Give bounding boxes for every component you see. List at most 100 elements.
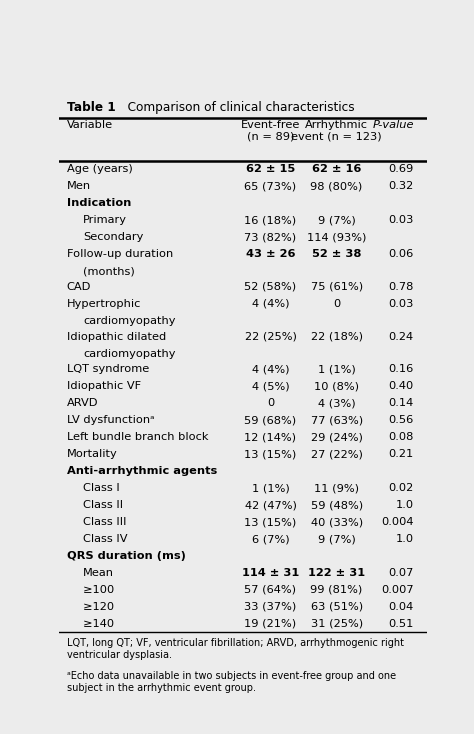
Text: LQT, long QT; VF, ventricular fibrillation; ARVD, arrhythmogenic right
ventricul: LQT, long QT; VF, ventricular fibrillati… <box>66 639 403 660</box>
Text: 73 (82%): 73 (82%) <box>245 232 297 242</box>
Text: Anti-arrhythmic agents: Anti-arrhythmic agents <box>66 466 217 476</box>
Text: 1.0: 1.0 <box>396 534 414 544</box>
Text: LQT syndrome: LQT syndrome <box>66 365 149 374</box>
Text: Event-free
(n = 89): Event-free (n = 89) <box>241 120 300 142</box>
Text: 4 (4%): 4 (4%) <box>252 299 289 309</box>
Text: 12 (14%): 12 (14%) <box>245 432 296 443</box>
Text: 1 (1%): 1 (1%) <box>252 483 289 493</box>
Text: 9 (7%): 9 (7%) <box>318 215 356 225</box>
Text: 63 (51%): 63 (51%) <box>310 602 363 612</box>
Text: Class IV: Class IV <box>83 534 128 544</box>
Text: 0.004: 0.004 <box>381 517 414 527</box>
Text: 114 (93%): 114 (93%) <box>307 232 366 242</box>
Text: Arrhythmic
event (n = 123): Arrhythmic event (n = 123) <box>292 120 382 142</box>
Text: 29 (24%): 29 (24%) <box>310 432 363 443</box>
Text: 0.03: 0.03 <box>388 215 414 225</box>
Text: P-value: P-value <box>372 120 414 131</box>
Text: 52 (58%): 52 (58%) <box>245 282 297 292</box>
Text: Hypertrophic: Hypertrophic <box>66 299 141 309</box>
Text: 13 (15%): 13 (15%) <box>245 449 297 459</box>
Text: 57 (64%): 57 (64%) <box>245 585 296 595</box>
Text: CAD: CAD <box>66 282 91 292</box>
Text: 42 (47%): 42 (47%) <box>245 500 296 510</box>
Text: 0.21: 0.21 <box>389 449 414 459</box>
Text: 13 (15%): 13 (15%) <box>245 517 297 527</box>
Text: 0.03: 0.03 <box>388 299 414 309</box>
Text: Age (years): Age (years) <box>66 164 132 175</box>
Text: 10 (8%): 10 (8%) <box>314 382 359 391</box>
Text: 6 (7%): 6 (7%) <box>252 534 289 544</box>
Text: cardiomyopathy: cardiomyopathy <box>83 349 176 359</box>
Text: ≥10⁢0: ≥10⁢0 <box>83 585 114 595</box>
Text: 22 (18%): 22 (18%) <box>310 332 363 341</box>
Text: 0.51: 0.51 <box>388 619 414 629</box>
Text: 0.69: 0.69 <box>389 164 414 175</box>
Text: Primary: Primary <box>83 215 127 225</box>
Text: Idiopathic VF: Idiopathic VF <box>66 382 141 391</box>
Text: 40 (33%): 40 (33%) <box>310 517 363 527</box>
Text: 16 (18%): 16 (18%) <box>245 215 297 225</box>
Text: 0: 0 <box>333 299 340 309</box>
Text: 59 (48%): 59 (48%) <box>310 500 363 510</box>
Text: Left bundle branch block: Left bundle branch block <box>66 432 208 443</box>
Text: 62 ± 16: 62 ± 16 <box>312 164 361 175</box>
Text: 0.24: 0.24 <box>389 332 414 341</box>
Text: Indication: Indication <box>66 198 131 208</box>
Text: ARVD: ARVD <box>66 399 98 408</box>
Text: 4 (3%): 4 (3%) <box>318 399 356 408</box>
Text: Men: Men <box>66 181 91 192</box>
Text: 0: 0 <box>267 399 274 408</box>
Text: 99 (81%): 99 (81%) <box>310 585 363 595</box>
Text: 22 (25%): 22 (25%) <box>245 332 296 341</box>
Text: ᵃEcho data unavailable in two subjects in event-free group and one
subject in th: ᵃEcho data unavailable in two subjects i… <box>66 671 396 693</box>
Text: (months): (months) <box>83 266 135 276</box>
Text: Idiopathic dilated: Idiopathic dilated <box>66 332 166 341</box>
Text: 4 (5%): 4 (5%) <box>252 382 289 391</box>
Text: 0.40: 0.40 <box>389 382 414 391</box>
Text: Comparison of clinical characteristics: Comparison of clinical characteristics <box>116 101 355 114</box>
Text: Class III: Class III <box>83 517 127 527</box>
Text: 0.007: 0.007 <box>381 585 414 595</box>
Text: Class II: Class II <box>83 500 123 510</box>
Text: 65 (73%): 65 (73%) <box>245 181 297 192</box>
Text: ≥14⁢0: ≥14⁢0 <box>83 619 114 629</box>
Text: Follow-up duration: Follow-up duration <box>66 249 173 259</box>
Text: 0.02: 0.02 <box>389 483 414 493</box>
Text: 0.07: 0.07 <box>388 568 414 578</box>
Text: 0.78: 0.78 <box>388 282 414 292</box>
Text: 0.56: 0.56 <box>389 415 414 425</box>
Text: 75 (61%): 75 (61%) <box>310 282 363 292</box>
Text: 11 (9%): 11 (9%) <box>314 483 359 493</box>
Text: 122 ± 31: 122 ± 31 <box>308 568 365 578</box>
Text: 1 (1%): 1 (1%) <box>318 365 356 374</box>
Text: 0.16: 0.16 <box>389 365 414 374</box>
Text: 59 (68%): 59 (68%) <box>245 415 297 425</box>
Text: Mortality: Mortality <box>66 449 118 459</box>
Text: 31 (25%): 31 (25%) <box>310 619 363 629</box>
Text: ≥12⁢0: ≥12⁢0 <box>83 602 114 612</box>
Text: 114 ± 31: 114 ± 31 <box>242 568 299 578</box>
Text: Secondary: Secondary <box>83 232 144 242</box>
Text: 0.06: 0.06 <box>389 249 414 259</box>
Text: LV dysfunctionᵃ: LV dysfunctionᵃ <box>66 415 154 425</box>
Text: 4 (4%): 4 (4%) <box>252 365 289 374</box>
Text: 62 ± 15: 62 ± 15 <box>246 164 295 175</box>
Text: 77 (63%): 77 (63%) <box>310 415 363 425</box>
Text: 27 (22%): 27 (22%) <box>310 449 363 459</box>
Text: 98 (80%): 98 (80%) <box>310 181 363 192</box>
Text: Table 1: Table 1 <box>66 101 115 114</box>
Text: 9 (7%): 9 (7%) <box>318 534 356 544</box>
Text: 0.04: 0.04 <box>389 602 414 612</box>
Text: 0.14: 0.14 <box>389 399 414 408</box>
Text: 52 ± 38: 52 ± 38 <box>312 249 361 259</box>
Text: 1.0: 1.0 <box>396 500 414 510</box>
Text: QRS duration (ms): QRS duration (ms) <box>66 551 185 561</box>
Text: Class I: Class I <box>83 483 120 493</box>
Text: 33 (37%): 33 (37%) <box>245 602 297 612</box>
Text: 0.08: 0.08 <box>388 432 414 443</box>
Text: 19 (21%): 19 (21%) <box>245 619 297 629</box>
Text: 43 ± 26: 43 ± 26 <box>246 249 295 259</box>
Text: Mean: Mean <box>83 568 114 578</box>
Text: 0.32: 0.32 <box>389 181 414 192</box>
Text: Variable: Variable <box>66 120 113 131</box>
